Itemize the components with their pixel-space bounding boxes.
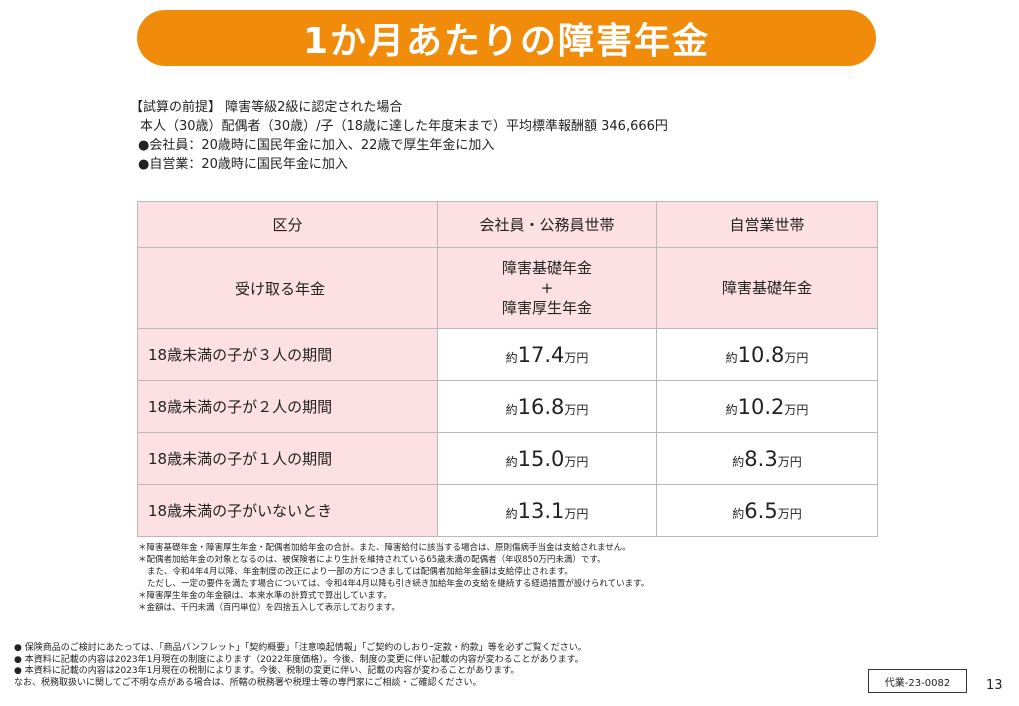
- row-label: 18歳未満の子が３人の期間: [137, 328, 438, 381]
- header-employee-household: 会社員・公務員世帯: [437, 201, 657, 248]
- received-pension-label: 受け取る年金: [137, 247, 438, 329]
- employee-amount: 約17.4万円: [437, 328, 657, 381]
- employee-amount: 約13.1万円: [437, 484, 657, 537]
- row-label: 18歳未満の子が１人の期間: [137, 432, 438, 485]
- disclaimer: ● 本資料に記載の内容は2023年1月現在の制度によります（2022年度価格）。…: [14, 654, 584, 665]
- disclaimer: ● 保険商品のご検討にあたっては、「商品パンフレット」「契約概要」「注意喚起情報…: [14, 643, 587, 653]
- note: ＊障害基礎年金・障害厚生年金・配偶者加給年金の合計。また、障害給付に該当する場合…: [138, 543, 631, 553]
- self-employed-amount: 約8.3万円: [656, 432, 878, 485]
- self-employed-amount: 約10.2万円: [656, 380, 878, 433]
- employee-amount: 約16.8万円: [437, 380, 657, 433]
- note: ＊障害厚生年金の年金額は、本来水準の計算式で算出しています。: [138, 591, 392, 601]
- calculation-premise: 【試算の前提】 障害等級2級に認定された場合 本人（30歳）配偶者（30歳）/子…: [130, 98, 668, 174]
- header-category: 区分: [137, 201, 438, 248]
- self-employed-amount: 約10.8万円: [656, 328, 878, 381]
- premise-employee: ●会社員：20歳時に国民年金に加入、22歳で厚生年金に加入: [138, 138, 495, 153]
- disclaimer: なお、税務取扱いに関してご不明な点がある場合は、所轄の税務署や税理士等の専門家に…: [14, 677, 482, 688]
- table-row: 18歳未満の子が１人の期間 約15.0万円 約8.3万円: [137, 432, 878, 485]
- table-header-row: 区分 会社員・公務員世帯 自営業世帯: [137, 201, 878, 248]
- table-row: 18歳未満の子が３人の期間 約17.4万円 約10.8万円: [137, 328, 878, 381]
- page-title: 1か月あたりの障害年金: [137, 10, 876, 66]
- row-label: 18歳未満の子がいないとき: [137, 484, 438, 537]
- premise-condition: 障害等級2級に認定された場合: [225, 100, 403, 115]
- employee-pension-label: 障害厚生年金: [501, 299, 592, 317]
- page-number: 13: [986, 678, 1003, 693]
- disclaimer: ● 本資料に記載の内容は2023年1月現在の税制によります。今後、税制の変更に伴…: [14, 666, 520, 676]
- document-code: 代業-23-0082: [868, 669, 967, 693]
- table-row: 18歳未満の子がいないとき 約13.1万円 約6.5万円: [137, 484, 878, 537]
- premise-household: 本人（30歳）配偶者（30歳）/子（18歳に達した年度末まで）平均標準報酬額 3…: [140, 119, 668, 134]
- employee-pension-types: 障害基礎年金 + 障害厚生年金: [437, 247, 657, 329]
- premise-heading: 【試算の前提】: [130, 100, 222, 115]
- note: ＊金額は、千円未満（百円単位）を四捨五入して表示しております。: [138, 603, 400, 613]
- header-self-employed-household: 自営業世帯: [656, 201, 878, 248]
- disclaimers: ● 保険商品のご検討にあたっては、「商品パンフレット」「契約概要」「注意喚起情報…: [14, 643, 587, 689]
- note: また、令和4年4月以降、年金制度の改正により一部の方につきましては配偶者加給年金…: [147, 567, 573, 577]
- table-notes: ＊障害基礎年金・障害厚生年金・配偶者加給年金の合計。また、障害給付に該当する場合…: [138, 542, 649, 614]
- self-employed-pension-type: 障害基礎年金: [656, 247, 878, 329]
- premise-self-employed: ●自営業：20歳時に国民年金に加入: [138, 157, 348, 172]
- note: ただし、一定の要件を満たす場合については、令和4年4月以降も引き続き加給年金の支…: [147, 579, 650, 589]
- received-pension-row: 受け取る年金 障害基礎年金 + 障害厚生年金 障害基礎年金: [137, 247, 878, 329]
- self-employed-amount: 約6.5万円: [656, 484, 878, 537]
- basic-pension-label: 障害基礎年金: [501, 259, 592, 277]
- plus-sign: +: [540, 279, 554, 297]
- note: ＊配偶者加給年金の対象となるのは、被保険者により生計を維持されている65歳未満の…: [138, 555, 606, 565]
- row-label: 18歳未満の子が２人の期間: [137, 380, 438, 433]
- pension-table: 区分 会社員・公務員世帯 自営業世帯 受け取る年金 障害基礎年金 + 障害厚生年…: [137, 201, 878, 537]
- employee-amount: 約15.0万円: [437, 432, 657, 485]
- table-row: 18歳未満の子が２人の期間 約16.8万円 約10.2万円: [137, 380, 878, 433]
